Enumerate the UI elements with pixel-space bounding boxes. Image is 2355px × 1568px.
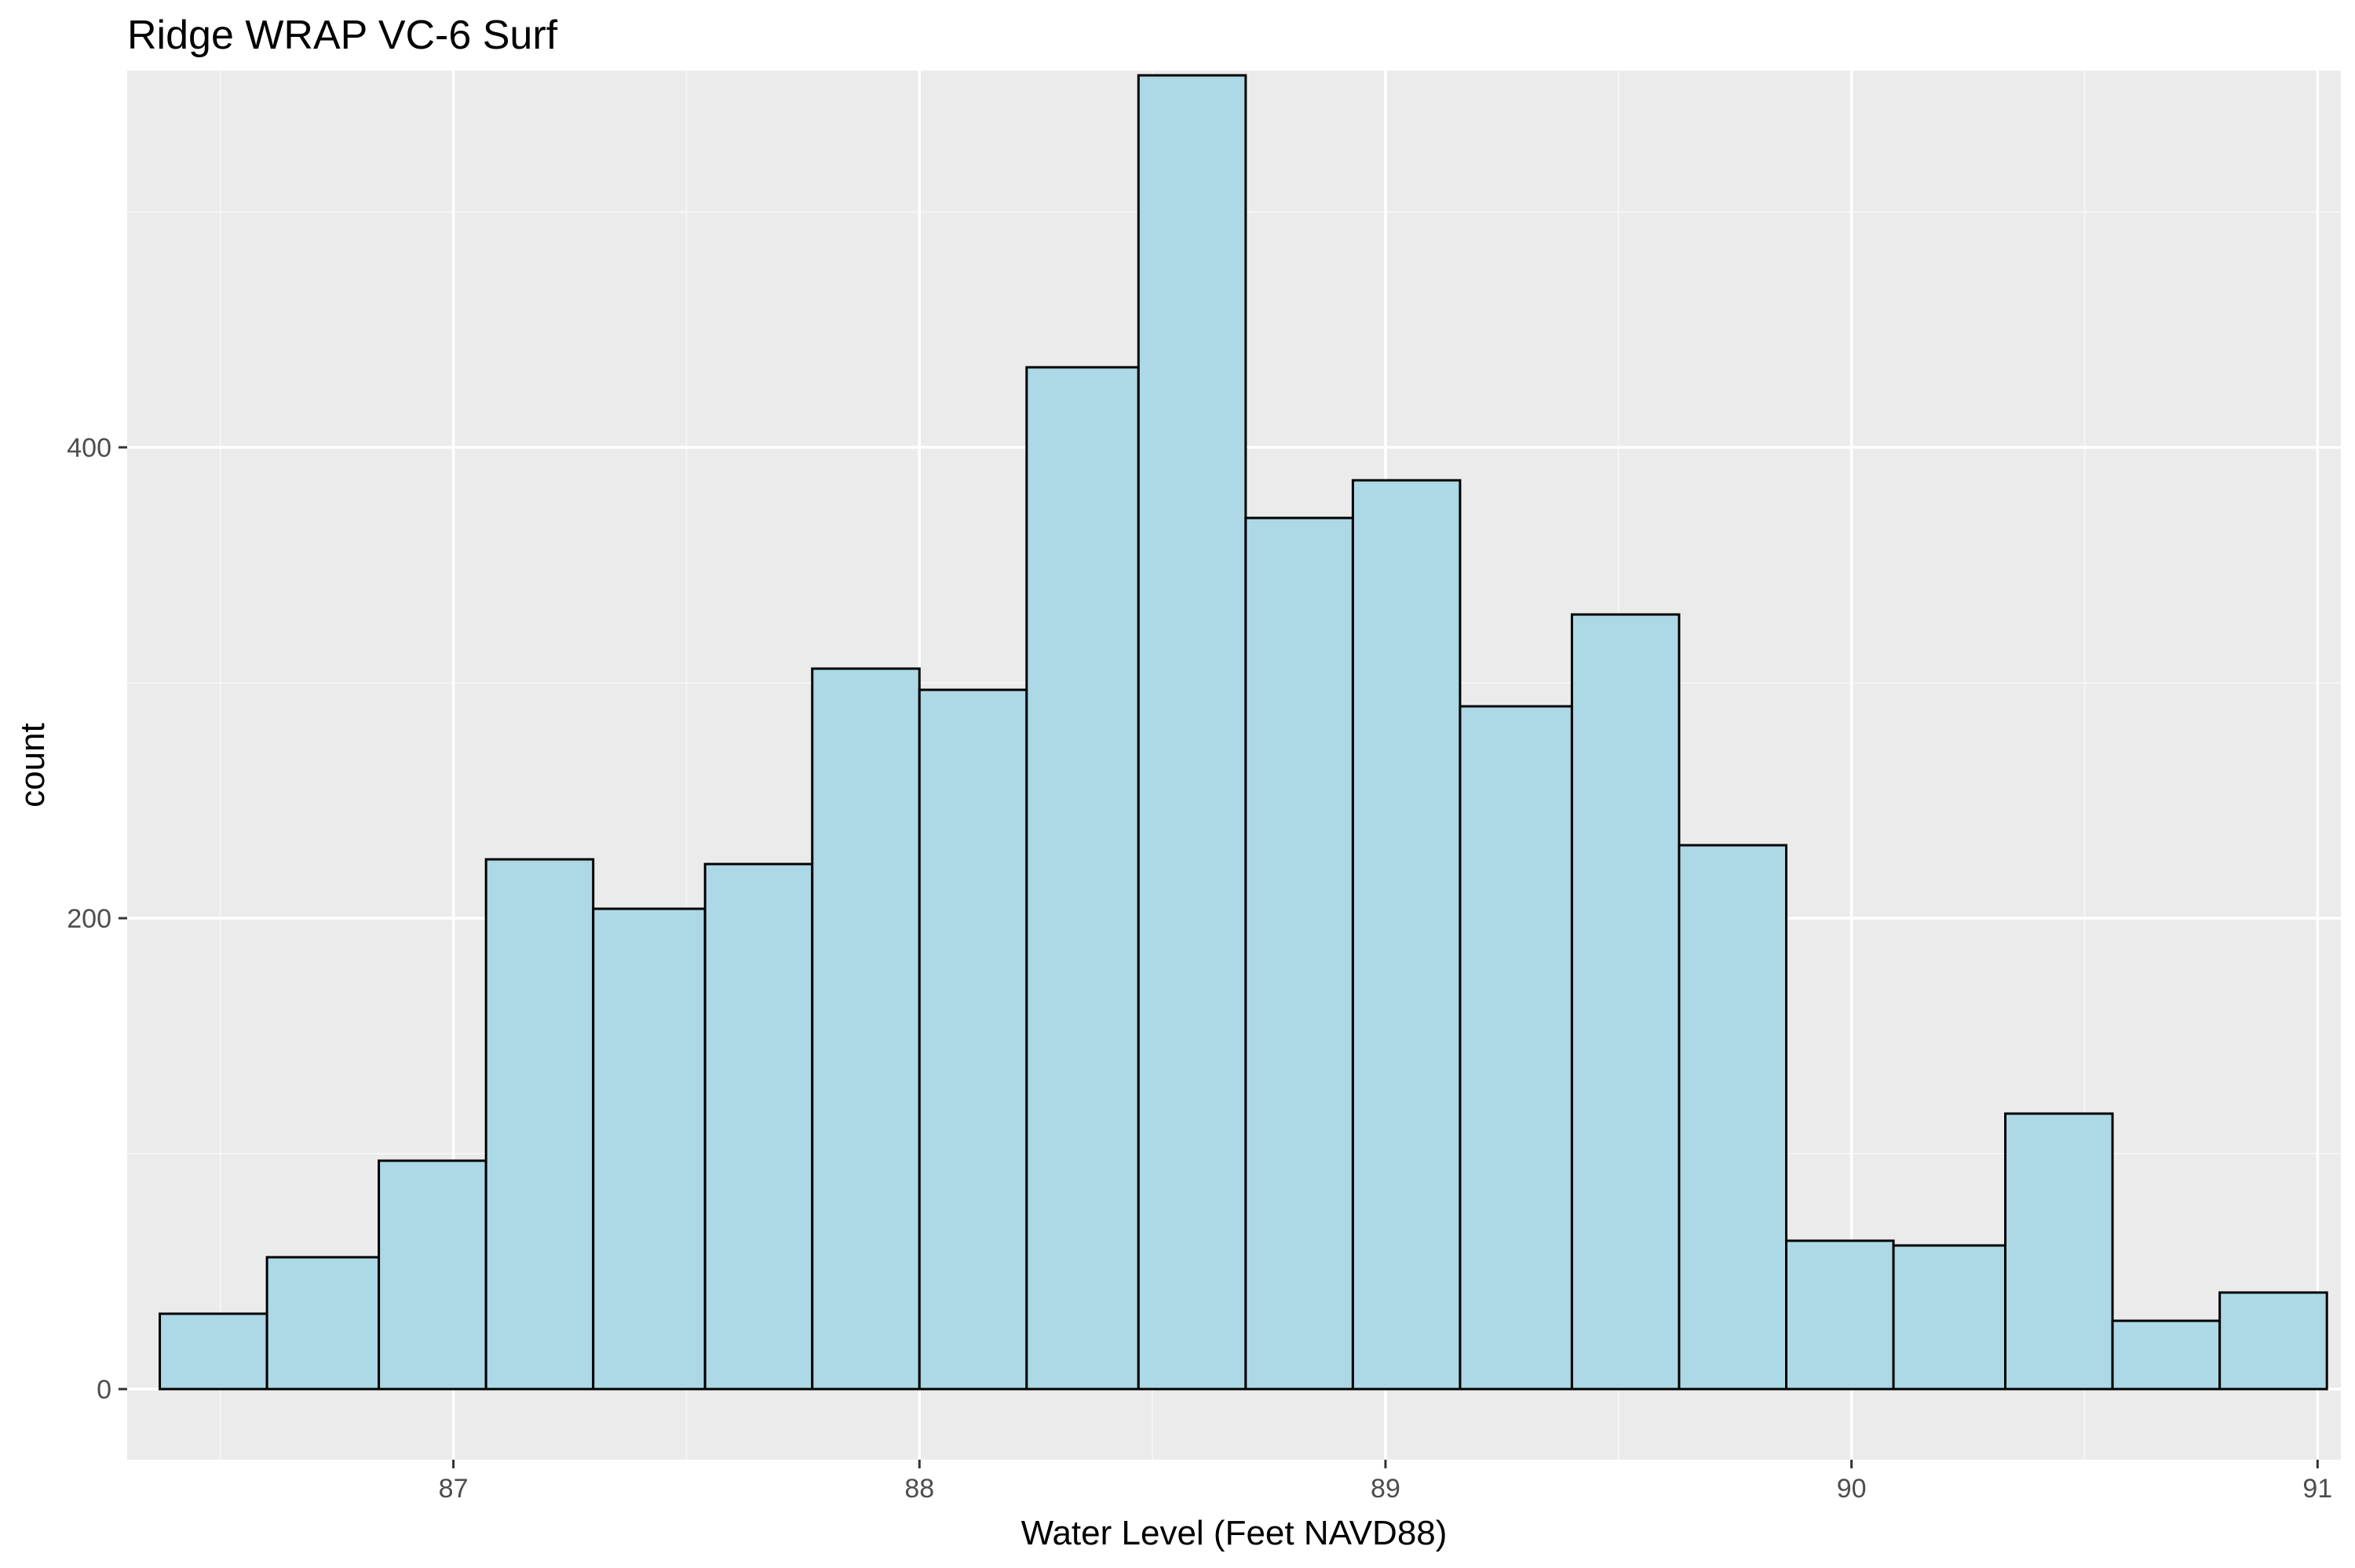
x-tick-label: 90: [1837, 1474, 1867, 1504]
x-axis-title: Water Level (Feet NAVD88): [1021, 1514, 1448, 1552]
histogram-bar: [159, 1312, 268, 1391]
x-tick-label: 88: [904, 1474, 934, 1504]
histogram-bar: [484, 858, 595, 1391]
x-tick-label: 91: [2302, 1474, 2332, 1504]
histogram-bar: [1459, 705, 1573, 1391]
histogram-bar: [918, 688, 1028, 1391]
histogram-bar: [1137, 74, 1247, 1391]
histogram-bar: [1678, 844, 1788, 1391]
histogram-bar: [1570, 613, 1681, 1391]
y-tick-label: 0: [97, 1375, 111, 1405]
histogram-bars: [159, 74, 2328, 1391]
histogram-bar: [265, 1256, 381, 1391]
histogram-bar: [2004, 1112, 2114, 1391]
histogram-bar: [378, 1159, 487, 1391]
histogram-bar: [2218, 1291, 2328, 1391]
histogram-bar: [811, 667, 921, 1391]
y-tick-label: 200: [67, 904, 111, 934]
histogram-bar: [1244, 516, 1354, 1391]
x-tick-label: 87: [439, 1474, 469, 1504]
y-axis-title: count: [13, 723, 52, 808]
histogram-bar: [1892, 1244, 2007, 1391]
y-axis: 0 200 400: [67, 433, 127, 1405]
histogram-bar: [2111, 1319, 2222, 1391]
x-axis: 87 88 89 90 91: [439, 1460, 2332, 1504]
x-tick-label: 89: [1371, 1474, 1400, 1504]
histogram-bar: [1351, 479, 1462, 1391]
histogram-bar: [1025, 366, 1140, 1391]
histogram-bar: [592, 907, 706, 1391]
histogram-bar: [703, 862, 814, 1391]
chart-title: Ridge WRAP VC-6 Surf: [127, 13, 558, 58]
histogram-bar: [1785, 1239, 1895, 1391]
y-tick-label: 400: [67, 433, 111, 463]
